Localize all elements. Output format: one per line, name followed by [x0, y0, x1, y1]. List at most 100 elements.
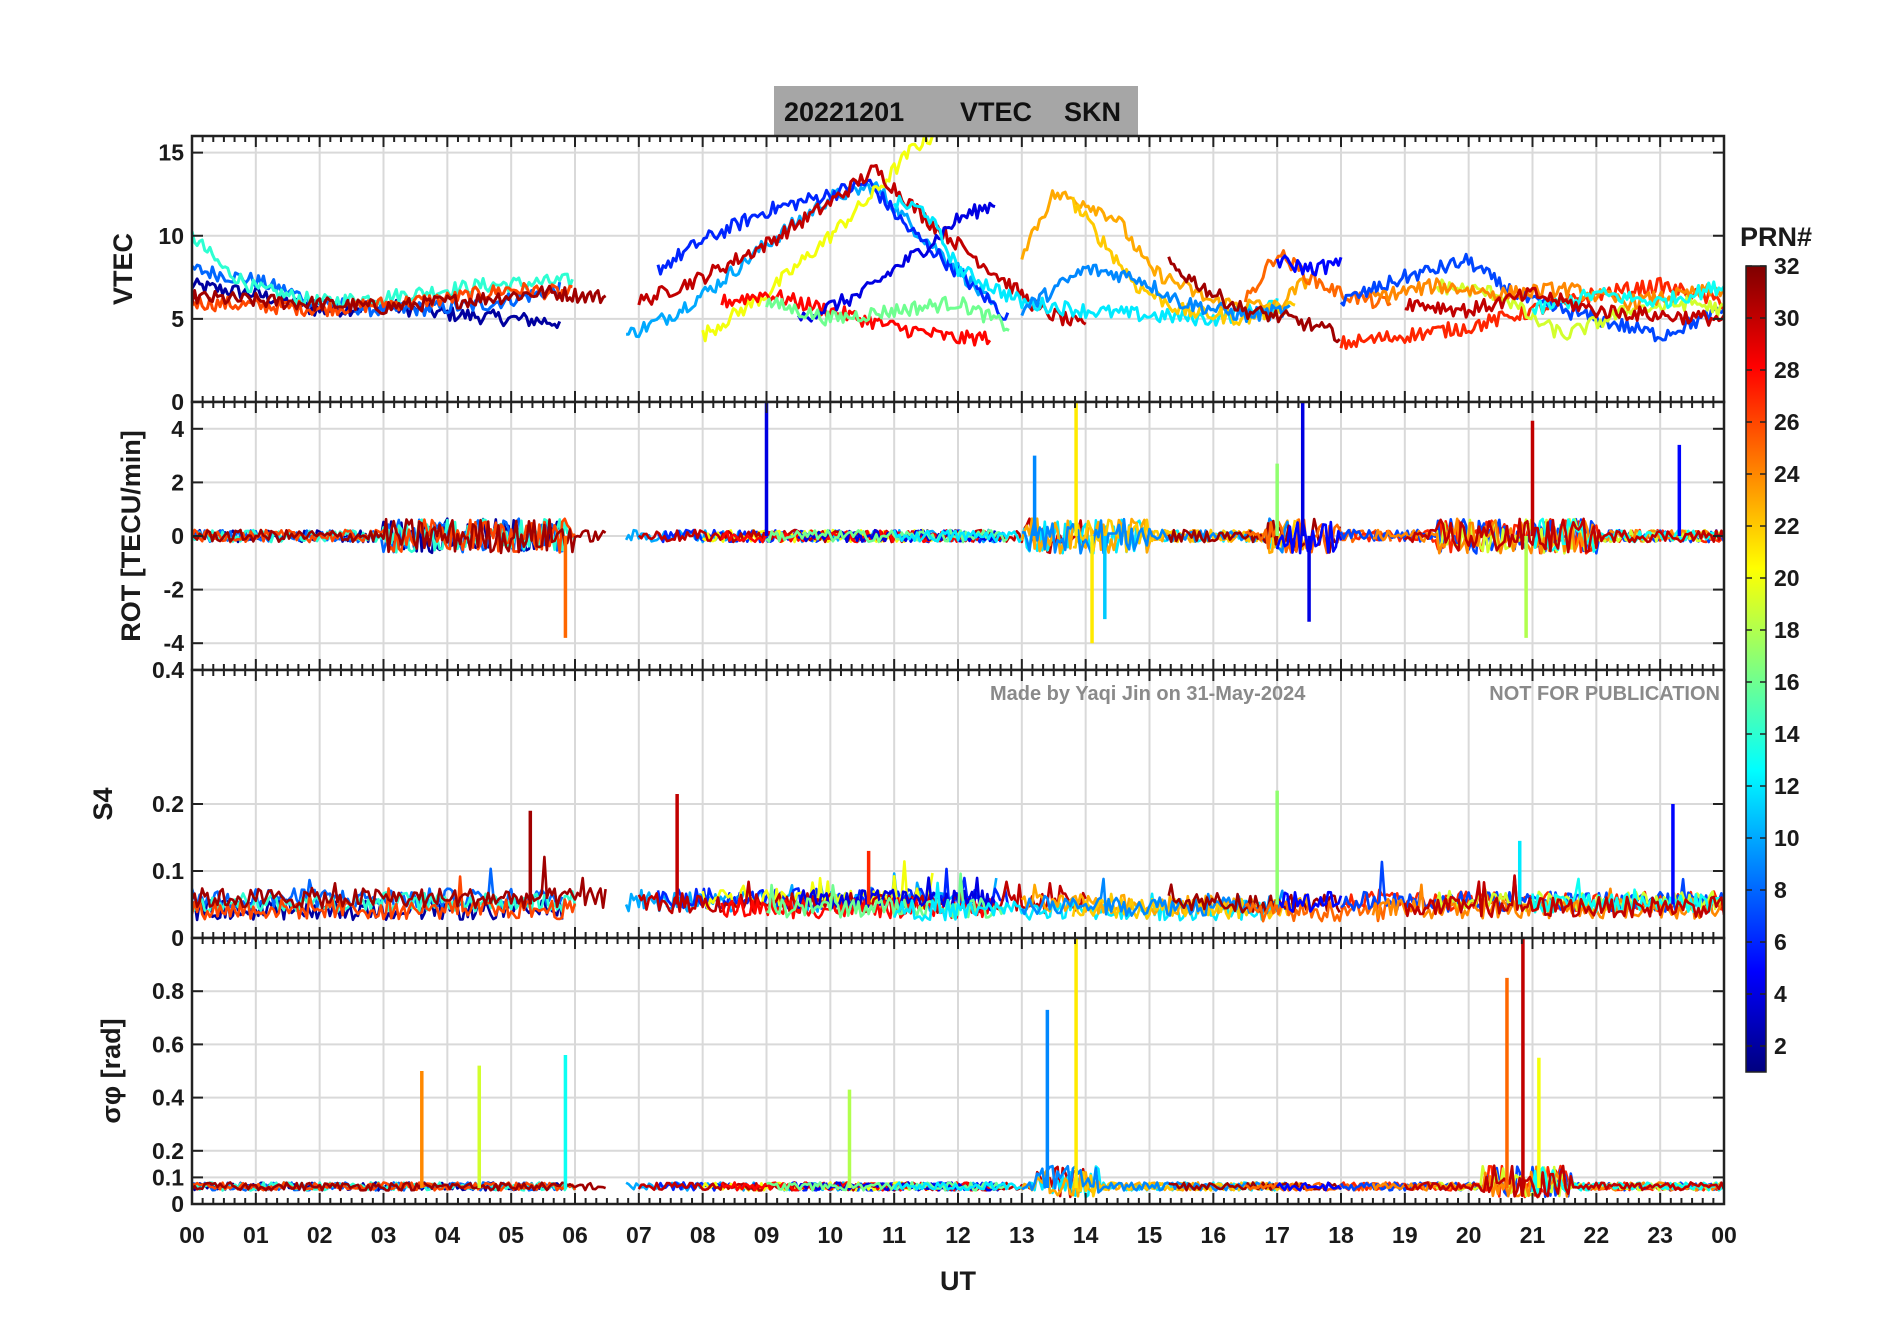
- colorbar-tick-label: 22: [1774, 513, 1800, 539]
- rot-series-prn-14: [192, 518, 577, 554]
- colorbar-tick-label: 16: [1774, 669, 1800, 695]
- s4-grid: [191, 669, 1725, 939]
- sigphi-frame: [190, 936, 1726, 1206]
- x-tick-label: 11: [882, 1222, 907, 1248]
- s4-panel: 0 0.1 0.2 0.4 S4 Made by Yaqi Jin on 31-May…: [88, 657, 1726, 951]
- sigphi-y-ticks: 00.10.2 0.4 0.6 0.8: [152, 978, 184, 1217]
- x-tick-label: 02: [307, 1222, 333, 1248]
- x-tick-label: 23: [1647, 1222, 1673, 1248]
- s4-y-tick-label: 0.1: [152, 858, 184, 884]
- colorbar-tick-label: 2: [1774, 1033, 1787, 1059]
- sigphi-panel: 00.10.2 0.4 0.6 0.8 σφ [rad]: [96, 936, 1726, 1217]
- s4-series-prn-25: [1244, 900, 1393, 923]
- colorbar-tick-label: 24: [1774, 461, 1800, 487]
- colorbar-tick-label: 12: [1774, 773, 1800, 799]
- sigphi-y-tick-label: 0.6: [152, 1031, 184, 1057]
- x-tick-label: 22: [1584, 1222, 1610, 1248]
- vtec-series-prn-12: [892, 194, 1279, 327]
- rot-series-prn-30: [1403, 517, 1724, 554]
- sigphi-y-tick-label: 0.2: [152, 1138, 184, 1164]
- x-tick-label: 18: [1328, 1222, 1354, 1248]
- sigphi-y-label: σφ [rad]: [96, 1018, 126, 1123]
- rot-y-label: ROT [TECU/min]: [116, 430, 146, 641]
- colorbar-tick-label: 32: [1774, 253, 1800, 279]
- vtec-y-label: VTEC: [108, 233, 138, 305]
- x-tick-label: 07: [626, 1222, 652, 1248]
- vtec-series-prn-23: [1020, 189, 1310, 313]
- s4-series-prn-31: [192, 855, 607, 910]
- x-tick-label: 15: [1137, 1222, 1163, 1248]
- rot-y-ticks: -4 -2 0 2 4: [164, 416, 185, 656]
- colorbar-tick-label: 20: [1774, 565, 1800, 591]
- x-tick-label: 12: [945, 1222, 971, 1248]
- watermark-notice: NOT FOR PUBLICATION: [1489, 683, 1720, 705]
- vtec-series-prn-31: [1167, 256, 1341, 344]
- rot-series-prn-13: [1531, 517, 1724, 553]
- x-tick-label: 09: [754, 1222, 780, 1248]
- sigphi-series-prn-31: [192, 1181, 607, 1192]
- colorbar-tick-label: 28: [1774, 357, 1800, 383]
- vtec-series-prn-25: [1243, 249, 1392, 310]
- vtec-y-tick-label: 5: [171, 306, 184, 332]
- title-quantity: VTEC: [960, 97, 1032, 127]
- colorbar-tick-label: 4: [1774, 981, 1787, 1007]
- rot-panel: -4 -2 0 2 4 ROT [TECU/min]: [116, 400, 1726, 672]
- chart-title: 20221201 VTEC SKN: [774, 86, 1138, 136]
- colorbar-tick-label: 6: [1774, 929, 1787, 955]
- vtec-series-prn-27: [1339, 276, 1724, 350]
- colorbar-tick-label: 14: [1774, 721, 1800, 747]
- rot-y-tick-label: 2: [171, 469, 184, 495]
- x-tick-label: 08: [690, 1222, 716, 1248]
- colorbar-tick-label: 18: [1774, 617, 1800, 643]
- vtec-y-ticks: 0 5 10 15: [158, 140, 184, 415]
- s4-y-ticks: 0 0.1 0.2 0.4: [152, 657, 184, 951]
- s4-series-prn-26: [192, 875, 577, 921]
- x-tick-label: 20: [1456, 1222, 1482, 1248]
- colorbar-tick-label: 8: [1774, 877, 1787, 903]
- s4-y-tick-label: 0.4: [152, 657, 184, 683]
- s4-series-prn-30: [1403, 874, 1724, 919]
- x-tick-label: 13: [1009, 1222, 1035, 1248]
- x-axis-tick-labels: 00 01 02 03 04 05 06 07 08 09 10 11 12 13 14 15 16 17 18 19…: [179, 1222, 1737, 1248]
- sigphi-y-tick-label: 0.8: [152, 978, 184, 1004]
- x-tick-label: 00: [179, 1222, 205, 1248]
- title-date: 20221201: [784, 97, 904, 127]
- s4-series-prn-5: [1276, 890, 1343, 913]
- colorbar-gradient: [1745, 265, 1767, 1073]
- vtec-y-tick-label: 0: [171, 389, 184, 415]
- x-tick-label: 17: [1264, 1222, 1290, 1248]
- sigphi-y-tick-label: 0.1: [152, 1164, 184, 1190]
- vtec-series-prn-31: [192, 284, 607, 316]
- colorbar-label: PRN#: [1740, 222, 1812, 252]
- x-tick-label: 14: [1073, 1222, 1099, 1248]
- s4-y-tick-label: 0.2: [152, 791, 184, 817]
- s4-y-tick-label: 0: [171, 925, 184, 951]
- x-tick-label: 06: [562, 1222, 588, 1248]
- colorbar-tick-label: 30: [1774, 305, 1800, 331]
- rot-y-tick-label: -4: [164, 630, 185, 656]
- vtec-y-tick-label: 10: [158, 223, 184, 249]
- vtec-series-prn-30: [1404, 286, 1724, 327]
- x-tick-label: 16: [1201, 1222, 1227, 1248]
- x-tick-label: 04: [435, 1222, 461, 1248]
- x-axis-label: UT: [940, 1266, 976, 1296]
- x-tick-label: 21: [1520, 1222, 1546, 1248]
- vtec-y-tick-label: 15: [158, 140, 184, 166]
- vtec-series-prn-9: [1020, 263, 1291, 323]
- s4-series-prn-16: [766, 872, 1010, 919]
- colorbar-tick-label: 26: [1774, 409, 1800, 435]
- vtec-series-prn-19: [1435, 278, 1724, 341]
- rot-series: [192, 402, 1724, 644]
- x-tick-label: 19: [1392, 1222, 1418, 1248]
- rot-series-prn-16: [765, 528, 1011, 544]
- sigphi-y-tick-label: 0: [171, 1191, 184, 1217]
- colorbar-tick-label: 10: [1774, 825, 1800, 851]
- rot-y-tick-label: 0: [171, 523, 184, 549]
- x-tick-label: 01: [243, 1222, 269, 1248]
- rot-y-tick-label: -2: [164, 577, 184, 603]
- watermark-made-by: Made by Yaqi Jin on 31-May-2024: [990, 683, 1306, 705]
- vtec-series-prn-30: [637, 164, 1087, 327]
